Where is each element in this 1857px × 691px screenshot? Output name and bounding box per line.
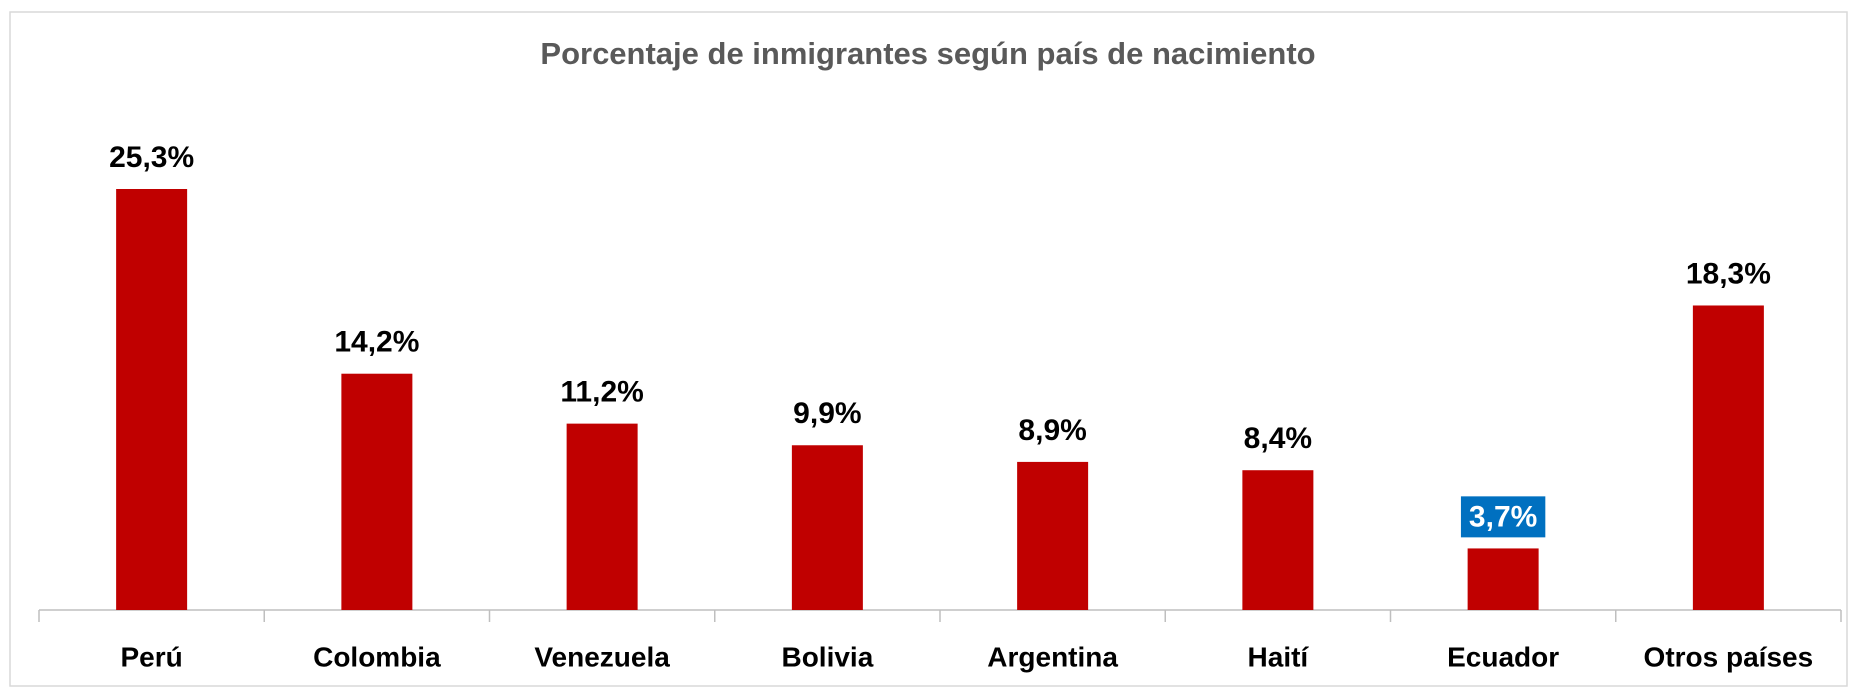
data-label: 8,9% xyxy=(1018,414,1086,447)
bar xyxy=(791,445,863,610)
data-label: 8,4% xyxy=(1244,422,1312,455)
bar xyxy=(566,423,638,610)
x-tick-label: Otros países xyxy=(1644,641,1814,672)
bar xyxy=(1242,470,1314,610)
bar xyxy=(116,189,188,610)
bar xyxy=(341,373,413,610)
x-tick-label: Bolivia xyxy=(781,641,873,672)
data-label: 11,2% xyxy=(560,376,643,409)
bar xyxy=(1017,461,1089,610)
data-label: 14,2% xyxy=(334,326,419,359)
data-label-highlight xyxy=(1460,496,1546,538)
data-label: 25,3% xyxy=(109,141,194,174)
data-label: 9,9% xyxy=(793,397,861,430)
x-tick-label: Colombia xyxy=(313,641,441,672)
chart-border xyxy=(9,11,1848,687)
x-tick-label: Perú xyxy=(121,641,183,672)
bar xyxy=(1467,548,1539,610)
x-tick-label: Haití xyxy=(1248,641,1310,672)
chart-title: Porcentaje de inmigrantes según país de … xyxy=(540,36,1315,71)
data-label: 18,3% xyxy=(1686,257,1771,290)
bar xyxy=(1692,305,1764,610)
x-tick-label: Ecuador xyxy=(1447,641,1559,672)
data-label: 3,7% xyxy=(1469,500,1537,533)
x-tick-label: Venezuela xyxy=(534,641,670,672)
x-tick-label: Argentina xyxy=(987,641,1118,672)
